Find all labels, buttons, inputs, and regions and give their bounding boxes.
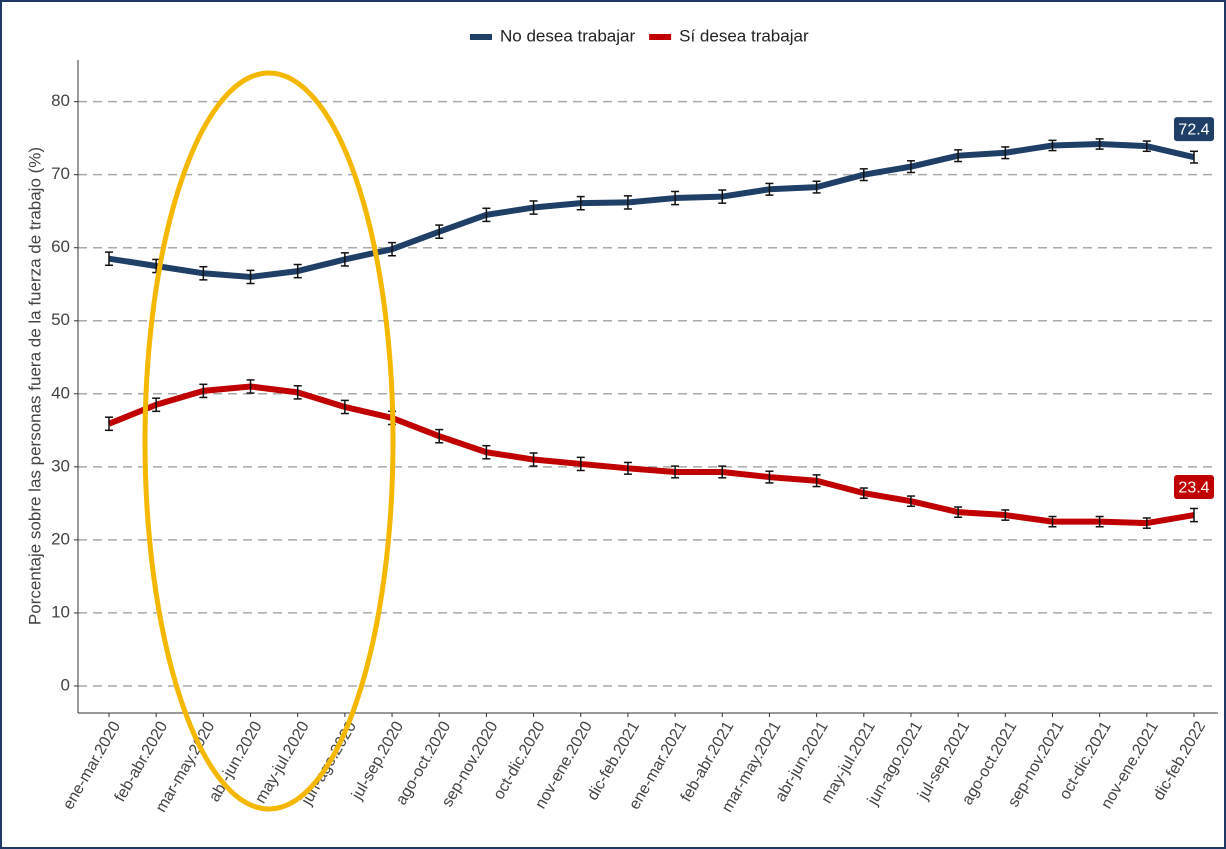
- error-bar: [1048, 139, 1057, 152]
- error-bar: [199, 383, 208, 399]
- error-bar: [954, 506, 963, 518]
- error-bar: [293, 263, 302, 279]
- y-tick-label: 80: [51, 91, 70, 110]
- data-label: 23.4: [1178, 479, 1209, 496]
- data-label-box: [1174, 475, 1214, 500]
- error-bar: [1190, 507, 1198, 523]
- error-bar: [812, 180, 821, 194]
- data-label: 72.4: [1178, 121, 1209, 138]
- error-bar: [1142, 140, 1151, 153]
- y-axis-label: Porcentaje sobre las personas fuera de l…: [25, 147, 44, 625]
- error-bar: [671, 465, 680, 479]
- legend: No desea trabajar Sí desea trabajar: [470, 26, 809, 45]
- error-bar: [435, 224, 444, 239]
- error-bar: [765, 470, 774, 484]
- data-label-box: [1174, 117, 1214, 142]
- error-bar: [576, 456, 585, 472]
- marks: 72.4 23.4: [105, 117, 1214, 529]
- error-bar: [388, 241, 397, 257]
- y-tick-label: 40: [51, 383, 70, 402]
- error-bar: [1142, 517, 1151, 529]
- y-tick-label: 70: [51, 164, 70, 183]
- error-bar: [340, 252, 349, 267]
- error-bar: [1190, 150, 1198, 164]
- error-bar: [718, 465, 727, 479]
- error-bar: [576, 195, 585, 211]
- error-bar: [859, 487, 868, 500]
- error-bar: [482, 444, 491, 460]
- error-bar: [1001, 146, 1010, 160]
- legend-label: Sí desea trabajar: [679, 26, 809, 45]
- series-line: [107, 383, 1195, 527]
- error-bar: [623, 195, 632, 210]
- error-bar: [812, 474, 821, 488]
- error-bar: [1095, 138, 1104, 150]
- y-tick-label: 10: [51, 602, 70, 621]
- error-bar: [529, 200, 538, 215]
- error-bar: [859, 168, 868, 182]
- error-bar: [105, 416, 113, 432]
- error-bar: [246, 379, 255, 394]
- error-bar: [906, 160, 915, 174]
- legend-label: No desea trabajar: [500, 26, 635, 45]
- y-tick-label: 20: [51, 529, 70, 548]
- error-bar: [152, 397, 161, 413]
- y-tick-label: 60: [51, 237, 70, 256]
- error-bar: [671, 190, 680, 206]
- error-bar: [623, 461, 632, 475]
- error-bar: [718, 189, 727, 204]
- error-bar: [765, 182, 774, 196]
- error-bar: [906, 495, 915, 508]
- y-tick-label: 0: [61, 675, 70, 694]
- error-bar: [293, 385, 302, 400]
- error-bar: [1048, 515, 1057, 528]
- error-bar: [435, 428, 444, 444]
- error-bar: [246, 269, 255, 285]
- error-bar: [105, 251, 113, 266]
- error-bar: [482, 207, 491, 223]
- y-tick-label: 50: [51, 310, 70, 329]
- highlight-ellipse: [142, 70, 396, 812]
- error-bar: [199, 265, 208, 281]
- error-bar: [340, 399, 349, 415]
- error-bar: [1001, 509, 1010, 521]
- y-tick-label: 30: [51, 456, 70, 475]
- error-bar: [529, 452, 538, 467]
- error-bar: [1095, 515, 1104, 528]
- error-bar: [954, 149, 963, 163]
- series-line: [108, 140, 1195, 280]
